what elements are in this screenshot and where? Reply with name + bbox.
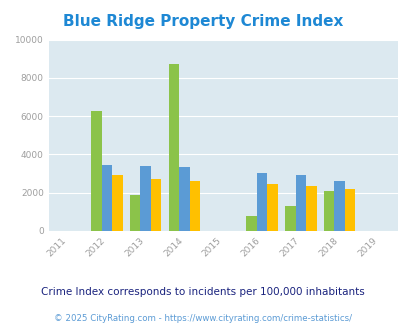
Bar [112, 176, 122, 231]
Bar [168, 64, 179, 231]
Bar [189, 181, 200, 231]
Bar [284, 206, 295, 231]
Bar [266, 184, 277, 231]
Bar [246, 216, 256, 231]
Text: Crime Index corresponds to incidents per 100,000 inhabitants: Crime Index corresponds to incidents per… [41, 287, 364, 297]
Bar [140, 166, 151, 231]
Bar [256, 173, 266, 231]
Text: © 2025 CityRating.com - https://www.cityrating.com/crime-statistics/: © 2025 CityRating.com - https://www.city… [54, 314, 351, 323]
Bar [295, 176, 305, 231]
Bar [344, 189, 354, 231]
Bar [101, 165, 112, 231]
Text: Blue Ridge Property Crime Index: Blue Ridge Property Crime Index [63, 14, 342, 29]
Bar [305, 186, 316, 231]
Bar [323, 191, 334, 231]
Bar [151, 179, 161, 231]
Bar [130, 195, 140, 231]
Bar [334, 181, 344, 231]
Bar [91, 112, 101, 231]
Bar [179, 167, 189, 231]
